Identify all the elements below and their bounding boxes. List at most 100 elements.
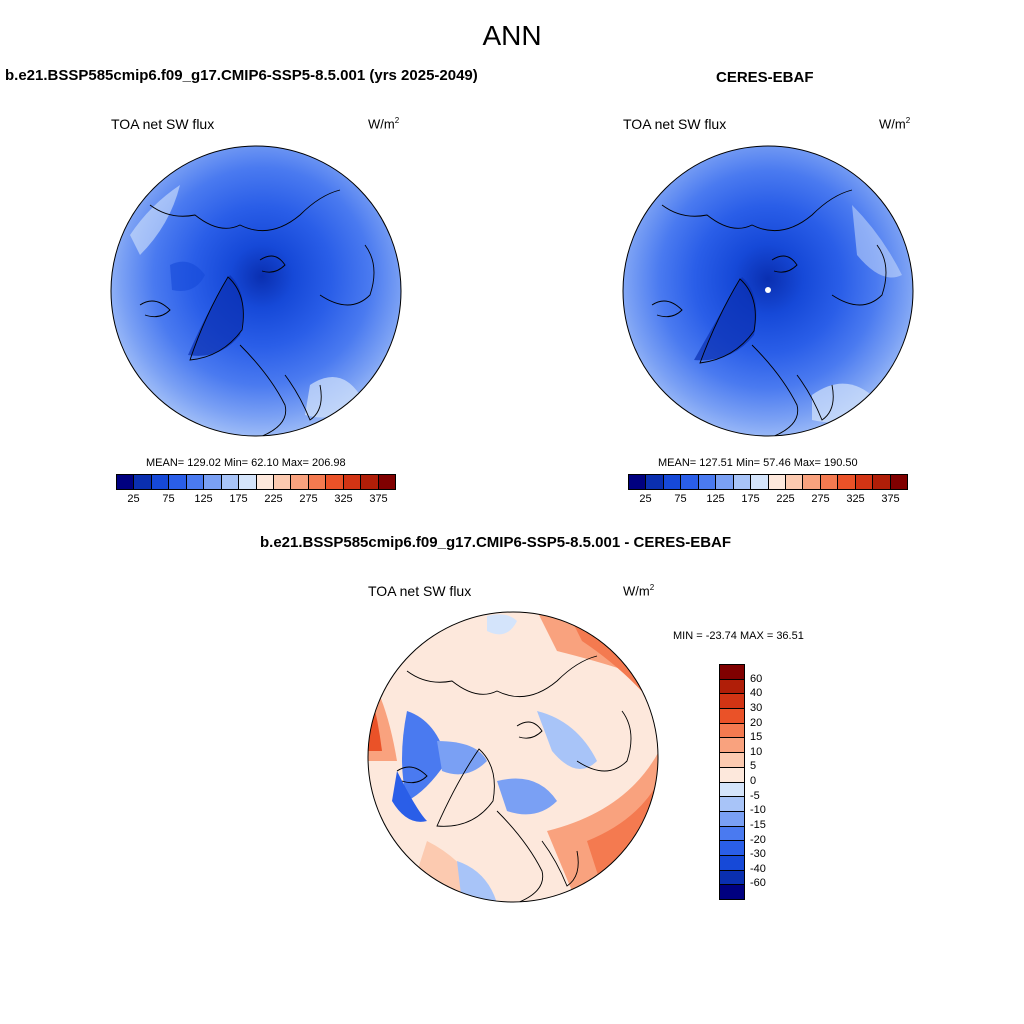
panel2-colorbar-tick-label: 275 — [811, 493, 830, 505]
panel1-colorbar-swatch — [361, 475, 379, 489]
panel1-colorbar-tick-label: 325 — [334, 493, 353, 505]
panel1-colorbar: 25 75 125 175 225 275 325 375 — [116, 474, 396, 506]
panel1-colorbar-swatch — [117, 475, 135, 489]
panel1-colorbar-swatches — [116, 474, 396, 490]
panel2-colorbar-swatch — [820, 475, 839, 489]
panel1-colorbar-swatch — [169, 475, 187, 489]
panel1-colorbar-swatch — [221, 475, 240, 489]
panel3-colorbar-swatch — [720, 841, 744, 856]
panel3-colorbar-tick-label: -40 — [750, 862, 766, 875]
panel1-stats: MEAN= 129.02 Min= 62.10 Max= 206.98 — [146, 457, 346, 469]
panel1-colorbar-ticks: 25 75 125 175 225 275 325 375 — [116, 490, 396, 506]
panel2-colorbar-swatch — [890, 475, 907, 489]
panel2-colorbar-ticks: 25 75 125 175 225 275 325 375 — [628, 490, 908, 506]
panel2-colorbar-tick-label: 125 — [706, 493, 725, 505]
panel3-colorbar-swatch — [720, 753, 744, 768]
panel1-colorbar-swatch — [273, 475, 292, 489]
panel3-colorbar-tick-label: -60 — [750, 877, 766, 890]
panel1-colorbar-swatch — [343, 475, 362, 489]
panel3-colorbar-tick-label: 10 — [750, 745, 763, 758]
panel2-colorbar-swatch — [629, 475, 647, 489]
panel3-colorbar-swatch — [720, 767, 744, 783]
panel2-colorbar-tick-label: 175 — [741, 493, 760, 505]
panel1-colorbar-swatch — [308, 475, 327, 489]
panel3-colorbar-tick-label: 15 — [750, 731, 763, 744]
panel1-polar-map — [110, 145, 402, 437]
panel2-colorbar-swatch — [646, 475, 664, 489]
panel1-colorbar-swatch — [186, 475, 205, 489]
panel2-colorbar-tick-label: 25 — [639, 493, 652, 505]
panel1-colorbar-swatch — [134, 475, 152, 489]
panel2-colorbar-swatch — [873, 475, 891, 489]
panel3-colorbar-swatch — [720, 855, 744, 871]
panel3-stats: MIN = -23.74 MAX = 36.51 — [673, 630, 804, 642]
panel1-colorbar-tick-label: 225 — [264, 493, 283, 505]
panel2-colorbar: 25 75 125 175 225 275 325 375 — [628, 474, 908, 506]
panel3-colorbar-swatches — [719, 664, 745, 900]
panel3-colorbar-swatch — [720, 885, 744, 899]
panel3-colorbar-swatch — [720, 709, 744, 724]
panel2-colorbar-swatch — [838, 475, 856, 489]
panel3-variable: TOA net SW flux — [368, 583, 472, 599]
panel2-colorbar-swatch — [698, 475, 717, 489]
panel1-colorbar-tick-label: 125 — [194, 493, 213, 505]
panel2-colorbar-tick-label: 325 — [846, 493, 865, 505]
panel1-colorbar-swatch — [151, 475, 170, 489]
panel2-title: CERES-EBAF — [716, 69, 814, 86]
panel2-colorbar-swatch — [803, 475, 821, 489]
panel1-colorbar-tick-label: 275 — [299, 493, 318, 505]
panel2-colorbar-tick-label: 225 — [776, 493, 795, 505]
panel3-colorbar-swatch — [720, 665, 744, 680]
panel3-colorbar-tick-label: -15 — [750, 818, 766, 831]
panel3-colorbar-tick-label: 30 — [750, 701, 763, 714]
panel1-colorbar-tick-label: 375 — [369, 493, 388, 505]
panel3-colorbar-swatch — [720, 782, 744, 798]
panel1-variable: TOA net SW flux — [111, 116, 215, 132]
panel1-colorbar-tick-label: 25 — [127, 493, 140, 505]
panel3-colorbar-tick-label: -10 — [750, 804, 766, 817]
panel1-colorbar-swatch — [378, 475, 395, 489]
panel3-colorbar-tick-label: 20 — [750, 716, 763, 729]
panel3-title: b.e21.BSSP585cmip6.f09_g17.CMIP6-SSP5-8.… — [260, 534, 732, 551]
panel1-colorbar-tick-label: 175 — [229, 493, 248, 505]
panel3-colorbar-swatch — [720, 694, 744, 710]
panel3-colorbar-tick-label: 5 — [750, 760, 757, 773]
panel2-colorbar-swatch — [716, 475, 734, 489]
panel2-colorbar-swatch — [785, 475, 804, 489]
panel2-colorbar-swatch — [751, 475, 769, 489]
panel1-colorbar-swatch — [326, 475, 344, 489]
panel2-colorbar-swatch — [733, 475, 752, 489]
panel2-colorbar-swatch — [663, 475, 682, 489]
panel3-colorbar-tick-label: 0 — [750, 775, 757, 787]
panel2-unit: W/m2 — [879, 116, 911, 132]
panel2-stats: MEAN= 127.51 Min= 57.46 Max= 190.50 — [658, 457, 858, 469]
panel1-title: b.e21.BSSP585cmip6.f09_g17.CMIP6-SSP5-8.… — [5, 67, 478, 84]
panel3-colorbar-tick-label: -20 — [750, 833, 766, 846]
panel1-colorbar-swatch — [256, 475, 274, 489]
panel2-variable: TOA net SW flux — [623, 116, 727, 132]
panel1-colorbar-tick-label: 75 — [162, 493, 175, 505]
panel3-colorbar-tick-label: 60 — [750, 672, 763, 685]
panel2-colorbar-tick-label: 75 — [674, 493, 687, 505]
panel1-colorbar-swatch — [239, 475, 257, 489]
panel1-colorbar-swatch — [204, 475, 222, 489]
panel3-colorbar-swatch — [720, 679, 744, 695]
panel3-colorbar-swatch — [720, 826, 744, 842]
panel1-unit: W/m2 — [368, 116, 400, 132]
season-title: ANN — [482, 20, 542, 51]
panel2-colorbar-tick-label: 375 — [881, 493, 900, 505]
panel2-colorbar-swatch — [768, 475, 786, 489]
panel3-polar-map — [367, 611, 659, 903]
panel2-colorbar-swatch — [681, 475, 699, 489]
panel2-colorbar-swatches — [628, 474, 908, 490]
panel3-colorbar-tick-label: -30 — [750, 848, 766, 861]
panel3-colorbar-tick-label: 40 — [750, 687, 763, 700]
panel2-colorbar-swatch — [855, 475, 874, 489]
panel3-colorbar: 60 40 30 20 15 10 5 0 -5 -10 -15 -20 -30 -40 -60 — [719, 664, 766, 900]
panel3-colorbar-swatch — [720, 723, 744, 739]
panel3-colorbar-swatch — [720, 870, 744, 886]
panel2-polar-map — [622, 145, 914, 437]
panel3-unit: W/m2 — [623, 583, 655, 599]
panel3-colorbar-swatch — [720, 797, 744, 812]
panel3-colorbar-swatch — [720, 738, 744, 754]
